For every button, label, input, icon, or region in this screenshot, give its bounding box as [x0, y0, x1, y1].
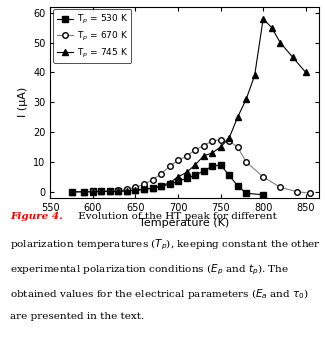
Text: are presented in the text.: are presented in the text.: [10, 312, 144, 321]
T$_p$ = 745 K: [159, 184, 163, 188]
T$_p$ = 670 K: [108, 189, 112, 193]
T$_p$ = 530 K: [185, 176, 188, 180]
Line: T$_p$ = 745 K: T$_p$ = 745 K: [69, 16, 308, 195]
T$_p$ = 670 K: [91, 189, 95, 193]
Legend: T$_p$ = 530 K, T$_p$ = 670 K, T$_p$ = 745 K: T$_p$ = 530 K, T$_p$ = 670 K, T$_p$ = 74…: [53, 9, 131, 63]
Text: obtained values for the electrical parameters ($E_a$ and $\tau_0$): obtained values for the electrical param…: [10, 287, 309, 301]
T$_p$ = 670 K: [210, 139, 214, 143]
Y-axis label: I (μA): I (μA): [18, 87, 28, 117]
T$_p$ = 530 K: [70, 190, 73, 194]
T$_p$ = 670 K: [125, 187, 129, 191]
Line: T$_p$ = 530 K: T$_p$ = 530 K: [69, 162, 266, 197]
T$_p$ = 530 K: [236, 184, 240, 188]
T$_p$ = 530 K: [227, 173, 231, 177]
T$_p$ = 745 K: [270, 26, 274, 30]
T$_p$ = 745 K: [125, 189, 129, 193]
Text: polarization temperatures ($T_p$), keeping constant the other: polarization temperatures ($T_p$), keepi…: [10, 237, 320, 252]
T$_p$ = 670 K: [261, 175, 265, 179]
Text: Figure 4.: Figure 4.: [10, 212, 62, 221]
T$_p$ = 530 K: [134, 188, 137, 192]
T$_p$ = 745 K: [244, 97, 248, 101]
T$_p$ = 530 K: [150, 186, 154, 190]
T$_p$ = 670 K: [308, 191, 312, 195]
T$_p$ = 530 K: [83, 190, 86, 194]
T$_p$ = 530 K: [244, 191, 248, 195]
T$_p$ = 745 K: [168, 181, 172, 185]
T$_p$ = 530 K: [159, 184, 163, 188]
T$_p$ = 530 K: [210, 164, 214, 168]
T$_p$ = 670 K: [70, 190, 73, 194]
T$_p$ = 670 K: [185, 154, 188, 158]
T$_p$ = 530 K: [99, 189, 103, 193]
T$_p$ = 745 K: [108, 189, 112, 193]
T$_p$ = 745 K: [253, 73, 257, 77]
T$_p$ = 670 K: [278, 185, 282, 189]
T$_p$ = 670 K: [193, 148, 197, 152]
T$_p$ = 530 K: [91, 189, 95, 193]
T$_p$ = 745 K: [134, 188, 137, 192]
T$_p$ = 745 K: [202, 154, 205, 158]
T$_p$ = 670 K: [202, 144, 205, 148]
T$_p$ = 670 K: [99, 189, 103, 193]
T$_p$ = 530 K: [176, 179, 180, 183]
T$_p$ = 530 K: [142, 187, 146, 191]
T$_p$ = 745 K: [219, 145, 223, 149]
T$_p$ = 745 K: [210, 151, 214, 155]
T$_p$ = 745 K: [185, 170, 188, 174]
T$_p$ = 745 K: [117, 189, 121, 193]
T$_p$ = 745 K: [304, 70, 308, 74]
T$_p$ = 670 K: [227, 139, 231, 143]
T$_p$ = 745 K: [193, 163, 197, 167]
T$_p$ = 745 K: [278, 41, 282, 45]
T$_p$ = 745 K: [99, 189, 103, 193]
T$_p$ = 745 K: [70, 190, 73, 194]
T$_p$ = 530 K: [261, 193, 265, 197]
T$_p$ = 670 K: [244, 160, 248, 164]
T$_p$ = 745 K: [227, 136, 231, 140]
T$_p$ = 530 K: [117, 189, 121, 193]
T$_p$ = 670 K: [134, 185, 137, 189]
T$_p$ = 745 K: [291, 55, 295, 59]
T$_p$ = 670 K: [295, 190, 299, 194]
T$_p$ = 670 K: [236, 145, 240, 149]
T$_p$ = 670 K: [219, 138, 223, 142]
T$_p$ = 745 K: [150, 186, 154, 190]
T$_p$ = 745 K: [142, 187, 146, 191]
T$_p$ = 670 K: [159, 172, 163, 176]
T$_p$ = 745 K: [261, 17, 265, 21]
X-axis label: Temperature (K): Temperature (K): [139, 218, 229, 228]
T$_p$ = 670 K: [150, 178, 154, 182]
T$_p$ = 670 K: [168, 164, 172, 168]
T$_p$ = 670 K: [142, 182, 146, 186]
T$_p$ = 530 K: [125, 189, 129, 193]
Text: experimental polarization conditions ($E_p$ and $t_p$). The: experimental polarization conditions ($E…: [10, 262, 289, 277]
T$_p$ = 670 K: [117, 188, 121, 192]
T$_p$ = 745 K: [176, 175, 180, 179]
T$_p$ = 530 K: [108, 189, 112, 193]
T$_p$ = 670 K: [176, 159, 180, 163]
Text: Evolution of the HT peak for different: Evolution of the HT peak for different: [75, 212, 277, 221]
Line: T$_p$ = 670 K: T$_p$ = 670 K: [69, 137, 313, 196]
T$_p$ = 745 K: [236, 115, 240, 119]
T$_p$ = 530 K: [193, 173, 197, 177]
T$_p$ = 745 K: [91, 190, 95, 194]
T$_p$ = 530 K: [168, 182, 172, 186]
T$_p$ = 530 K: [202, 169, 205, 173]
T$_p$ = 530 K: [219, 163, 223, 167]
T$_p$ = 670 K: [83, 190, 86, 194]
T$_p$ = 745 K: [83, 190, 86, 194]
